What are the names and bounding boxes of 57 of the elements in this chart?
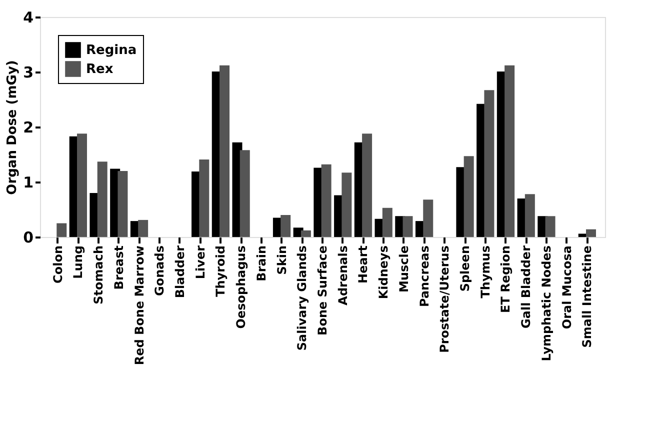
x-tick-label: Thymus [478, 246, 492, 298]
x-tick-label: Colon [50, 246, 65, 284]
x-tick-label: Bladder [172, 245, 187, 298]
bar [220, 65, 230, 237]
bar [240, 150, 250, 237]
bar [56, 223, 67, 237]
y-tick-label: 1 [23, 174, 34, 192]
legend-label: Rex [86, 62, 114, 77]
y-tick-label: 3 [23, 64, 34, 82]
bar [362, 134, 372, 237]
x-tick-label: Spleen [458, 246, 472, 292]
x-tick-label: Kidneys [376, 246, 391, 300]
x-tick-label: Thyroid [214, 246, 228, 297]
bar [524, 194, 535, 237]
bar [76, 134, 87, 237]
bar [342, 172, 352, 237]
bar [423, 200, 434, 237]
bar [402, 216, 413, 237]
bar [545, 216, 556, 237]
y-axis-title: Organ Dose (mGy) [5, 60, 20, 195]
bar [504, 65, 515, 237]
bar [118, 171, 128, 237]
x-tick-label: Bone Surface [316, 246, 330, 336]
bar [97, 162, 108, 237]
x-tick-label: Lymphatic Nodes [539, 246, 554, 362]
x-tick-label: Lung [71, 246, 86, 279]
bar [321, 164, 332, 237]
bar [586, 229, 596, 237]
bar [300, 230, 311, 237]
bar [280, 215, 291, 237]
x-tick-label: Oral Mucosa [560, 246, 574, 330]
x-tick-label: Heart [356, 245, 370, 284]
x-tick-label: ET Region [498, 246, 513, 313]
y-tick-label: 4 [23, 8, 34, 26]
bar [382, 208, 392, 237]
x-tick-label: Red Bone Marrow [132, 246, 146, 366]
bar [464, 156, 474, 237]
bar [484, 90, 494, 237]
x-tick-label: Oesophagus [234, 246, 248, 329]
x-tick-label: Small Intestine [580, 246, 594, 348]
x-tick-label: Adrenals [336, 246, 350, 306]
x-tick-label: Stomach [92, 246, 106, 304]
x-tick-label: Muscle [396, 246, 411, 292]
bar [199, 159, 210, 237]
legend-label: Regina [86, 43, 137, 58]
x-tick-label: Gonads [152, 246, 167, 296]
x-tick-label: Prostate/Uterus [438, 246, 452, 353]
x-tick-label: Liver [193, 245, 208, 280]
x-tick-label: Brain [254, 246, 268, 282]
x-tick-label: Breast [112, 245, 126, 290]
y-tick-label: 2 [23, 118, 34, 136]
y-tick-label: 0 [23, 228, 34, 246]
x-tick-label: Salivary Glands [295, 246, 310, 351]
bar [138, 220, 148, 237]
x-tick-label: Pancreas [417, 246, 432, 308]
x-tick-label: Gall Bladder [519, 245, 534, 328]
x-tick-label: Skin [274, 246, 289, 275]
